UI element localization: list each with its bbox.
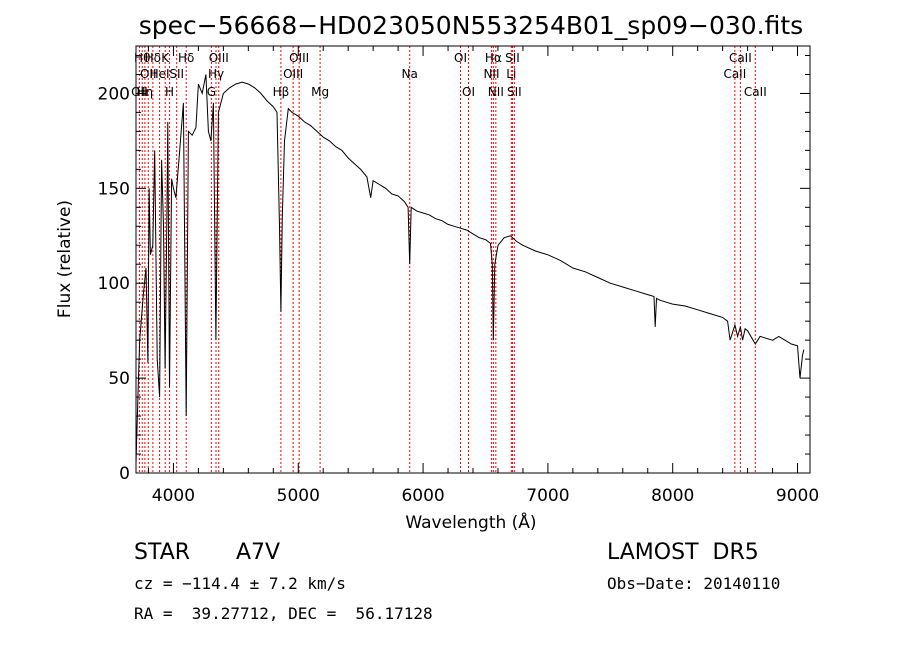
line-marker-label: Hα	[485, 51, 502, 65]
x-tick-label: 5000	[277, 486, 320, 506]
x-tick-label: 8000	[651, 486, 694, 506]
line-marker-label: OI	[462, 85, 475, 99]
y-tick-label: 200	[98, 84, 130, 104]
line-marker-label: H	[165, 85, 174, 99]
line-label-group: OIIHθHηOIIHδHeIKHSIIHδGHγOIIIHβOIIIOIIIM…	[131, 51, 767, 99]
line-marker-label: CaII	[729, 51, 752, 65]
line-marker-label: SII	[505, 51, 520, 65]
y-tick-label: 50	[108, 369, 130, 389]
coordinates-label: RA = 39.27712, DEC = 56.17128	[134, 604, 433, 623]
line-marker-label: K	[161, 51, 170, 65]
y-tick-label: 0	[119, 464, 130, 484]
object-type-label: STAR	[134, 540, 191, 565]
line-marker-group	[138, 46, 756, 473]
line-marker-label: Hγ	[208, 67, 224, 81]
line-marker-label: Na	[402, 67, 418, 81]
line-marker-label: Li	[506, 67, 516, 81]
spectrum-line	[135, 74, 805, 464]
line-marker-label: Hδ	[145, 51, 161, 65]
redshift-label: cz = −114.4 ± 7.2 km/s	[134, 574, 346, 593]
line-marker-label: Mg	[311, 85, 329, 99]
line-marker-label: SII	[169, 67, 184, 81]
line-marker-label: Hβ	[273, 85, 290, 99]
y-tick-label: 150	[98, 179, 130, 199]
x-tick-label: 4000	[152, 486, 195, 506]
survey-label: LAMOST DR5	[607, 540, 759, 565]
x-axis-label: Wavelength (Å)	[405, 511, 536, 533]
line-marker-label: OIII	[283, 67, 303, 81]
line-marker-label: CaII	[723, 67, 746, 81]
line-marker-label: OII	[140, 67, 157, 81]
line-marker-label: Hθ	[134, 51, 150, 65]
line-marker-label: OIII	[289, 51, 309, 65]
x-tick-label: 6000	[401, 486, 444, 506]
chart-title: spec−56668−HD023050N553254B01_sp09−030.f…	[139, 11, 803, 40]
line-marker-label: NII	[488, 85, 504, 99]
obs-date-label: Obs−Date: 20140110	[607, 574, 781, 593]
line-marker-label: G	[207, 85, 216, 99]
line-marker-label: Hδ	[178, 51, 194, 65]
plot-frame	[135, 45, 811, 474]
line-marker-label: HeI	[150, 67, 170, 81]
x-axis-ticks: 4000 5000 6000 7000 8000 9000	[147, 46, 819, 506]
line-marker-label: SII	[507, 85, 522, 99]
subclass-label: A7V	[236, 540, 281, 565]
line-marker-label: OII	[131, 85, 148, 99]
x-tick-label: 9000	[776, 486, 819, 506]
line-marker-label: NII	[483, 67, 499, 81]
line-marker-label: Hη	[137, 85, 154, 99]
y-axis-ticks: 0 50 100 150 200	[98, 54, 810, 484]
y-tick-label: 100	[98, 274, 130, 294]
line-marker-label: CaII	[744, 85, 767, 99]
y-axis-label: Flux (relative)	[55, 200, 75, 318]
x-tick-label: 7000	[526, 486, 569, 506]
line-marker-label: OIII	[209, 51, 229, 65]
line-marker-label: OI	[454, 51, 467, 65]
